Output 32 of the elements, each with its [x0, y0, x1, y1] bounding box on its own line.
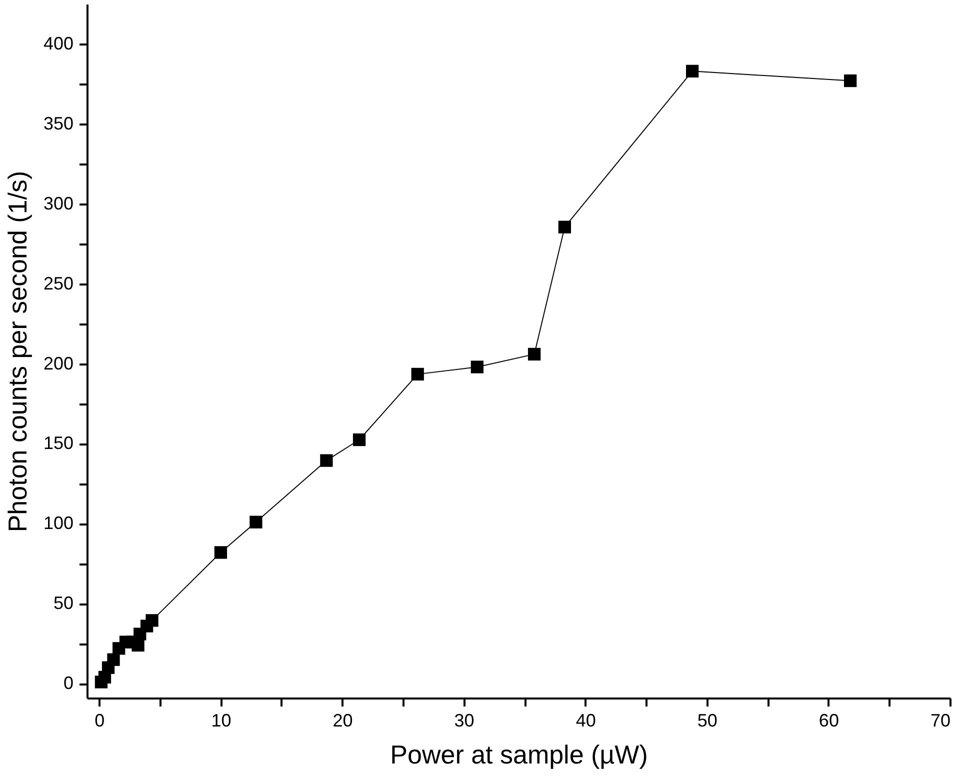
x-tick-label: 10	[211, 710, 232, 730]
point	[146, 614, 158, 627]
x-tick-label: 60	[818, 710, 839, 730]
point	[214, 546, 228, 559]
x-tick-label: 40	[576, 710, 596, 730]
y-tick-label: 250	[43, 273, 74, 294]
x-tick-label: 20	[332, 710, 353, 730]
point	[470, 360, 484, 374]
point	[107, 653, 120, 666]
x-tick-label: 30	[454, 710, 474, 730]
y-tick-label: 100	[43, 513, 74, 534]
y-tick-label: 300	[43, 193, 74, 214]
point	[528, 348, 541, 361]
y-tick-label: 150	[43, 433, 74, 454]
x-axis-title: Power at sample (µW)	[390, 740, 648, 770]
y-tick-label: 400	[43, 33, 74, 54]
x-tick-label: 70	[930, 710, 950, 730]
point	[686, 64, 699, 78]
point	[250, 516, 262, 528]
point	[320, 454, 333, 467]
point	[411, 368, 424, 381]
y-tick-label: 200	[43, 353, 74, 374]
point	[844, 74, 857, 88]
x-tick-label: 50	[697, 710, 718, 730]
y-tick-label: 50	[53, 593, 74, 614]
point	[132, 638, 144, 652]
point	[352, 433, 366, 446]
y-tick-label: 0	[63, 673, 74, 694]
y-tick-label: 350	[43, 113, 74, 134]
x-tick-label: 0	[94, 710, 105, 730]
point	[558, 220, 572, 234]
y-axis-title: Photon counts per second (1/s)	[2, 170, 32, 532]
